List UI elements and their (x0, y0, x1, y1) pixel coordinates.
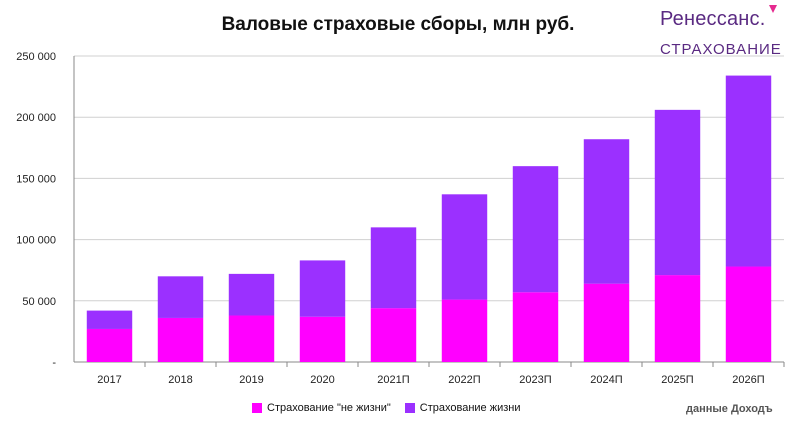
bar-non-life (654, 275, 701, 362)
bar-non-life (583, 283, 630, 362)
legend-item-life: Страхование жизни (404, 402, 521, 414)
logo-brand-text: Ренессанс. (660, 5, 790, 31)
bar-life (86, 310, 133, 329)
legend-item-non-life: Страхование "не жизни" (252, 402, 391, 414)
bar-life (370, 227, 417, 309)
legend-swatch-non-life (252, 403, 262, 413)
bar-life (654, 109, 701, 276)
y-tick-label: 200 000 (16, 112, 56, 124)
bar-life (512, 166, 559, 293)
chart-title: Валовые страховые сборы, млн руб. (221, 14, 575, 35)
bar-non-life (441, 299, 488, 362)
x-tick-label: 2017 (97, 374, 121, 386)
bar-non-life (228, 315, 275, 362)
x-tick-label: 2020 (310, 374, 334, 386)
bar-life (299, 260, 346, 317)
bar-non-life (512, 292, 559, 362)
x-tick-label: 2021П (377, 374, 409, 386)
x-tick-label: 2025П (661, 374, 693, 386)
company-logo: Ренессанс. СТРАХОВАНИЕ (660, 5, 790, 58)
x-tick-label: 2026П (732, 374, 764, 386)
y-tick-label: - (52, 357, 56, 369)
chart-legend: Страхование "не жизни" Страхование жизни (252, 402, 521, 414)
bar-non-life (725, 266, 772, 362)
bar-life (725, 75, 772, 267)
y-tick-label: 50 000 (22, 296, 56, 308)
x-tick-label: 2023П (519, 374, 551, 386)
x-tick-label: 2024П (590, 374, 622, 386)
logo-accent-icon (769, 5, 777, 13)
y-tick-label: 150 000 (16, 173, 56, 185)
bar-life (441, 194, 488, 300)
bar-non-life (370, 308, 417, 362)
legend-swatch-life (404, 403, 415, 413)
x-tick-label: 2022П (448, 374, 480, 386)
bar-non-life (157, 317, 204, 362)
bar-life (157, 276, 204, 318)
data-source-note: данные Доходъ (686, 403, 773, 415)
y-tick-label: 100 000 (16, 235, 56, 247)
bar-non-life (86, 328, 133, 362)
bar-life (228, 273, 275, 316)
bar-non-life (299, 316, 346, 362)
legend-label-non-life: Страхование "не жизни" (267, 402, 391, 414)
x-tick-label: 2019 (239, 374, 263, 386)
bar-life (583, 139, 630, 284)
logo-subtitle: СТРАХОВАНИЕ (660, 41, 782, 58)
y-tick-label: 250 000 (16, 51, 56, 63)
x-tick-label: 2018 (168, 374, 192, 386)
legend-label-life: Страхование жизни (419, 402, 521, 414)
